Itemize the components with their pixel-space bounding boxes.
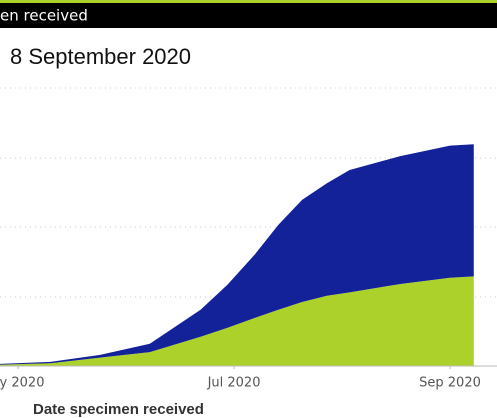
header-title: en received [0,7,88,25]
x-tick-label: Sep 2020 [419,376,481,391]
x-tick-label: Jul 2020 [207,376,261,391]
x-axis-title: Date specimen received [33,401,204,418]
area [0,276,474,366]
accent-bar [0,0,497,3]
area [0,144,474,365]
chart-subtitle: 8 September 2020 [10,44,191,69]
header-bar [0,3,497,28]
x-tick-label: ay 2020 [0,376,44,391]
